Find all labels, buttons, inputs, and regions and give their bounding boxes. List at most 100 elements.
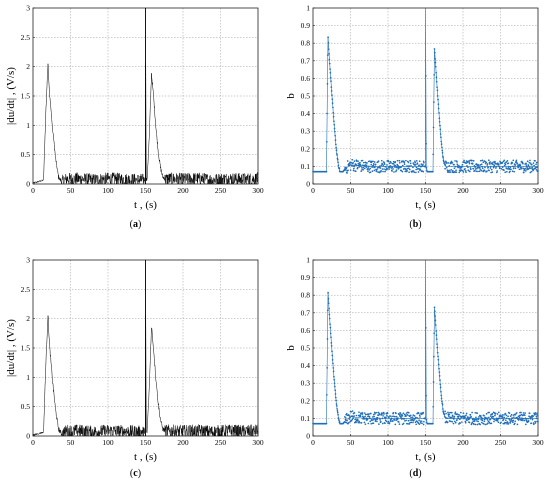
data-point: [380, 164, 383, 167]
data-point: [484, 166, 486, 169]
data-point: [353, 160, 356, 162]
data-point: [480, 418, 482, 421]
data-point: [433, 306, 436, 309]
data-point: [518, 416, 521, 419]
y-tick-label: 1.5: [21, 344, 31, 353]
data-point: [384, 170, 386, 173]
data-point: [410, 165, 412, 167]
y-axis-label: |du/dt| , (V/s): [5, 319, 17, 377]
data-point: [505, 414, 508, 417]
data-point: [437, 355, 439, 358]
data-point: [486, 417, 489, 420]
data-point: [458, 414, 461, 416]
data-point: [422, 423, 425, 426]
data-point: [406, 167, 409, 170]
data-point: [497, 163, 500, 166]
data-point: [483, 414, 485, 417]
data-point: [411, 418, 414, 421]
data-point: [535, 415, 538, 418]
data-point: [501, 417, 503, 420]
data-point: [435, 338, 438, 340]
data-point: [529, 171, 532, 174]
data-point: [451, 420, 454, 423]
data-point: [448, 169, 451, 172]
data-point: [380, 159, 383, 162]
data-point: [441, 400, 443, 403]
data-point: [403, 163, 406, 166]
data-point: [389, 165, 392, 168]
data-point: [328, 62, 331, 65]
data-point: [414, 421, 417, 424]
data-point: [333, 123, 336, 126]
data-point: [369, 167, 372, 170]
y-tick-label: 0: [306, 180, 310, 189]
data-point: [514, 413, 517, 416]
data-point: [408, 171, 410, 174]
data-point: [347, 413, 350, 416]
data-point: [373, 169, 376, 172]
data-point: [330, 86, 333, 88]
data-point: [368, 168, 371, 171]
data-point: [331, 94, 333, 96]
data-point: [361, 159, 364, 162]
data-point: [471, 159, 473, 162]
panel-b: 0 50 100 150 200 250 300 0 0.1 0.2 0.3 0.4 0.5 0.6 0.7…: [285, 4, 544, 231]
data-point: [331, 359, 334, 361]
data-point: [488, 169, 490, 172]
y-tick-label: 0.7: [301, 308, 311, 317]
data-point: [334, 393, 337, 395]
data-point: [454, 411, 457, 414]
data-point: [388, 422, 391, 424]
data-point: [533, 414, 536, 416]
data-point: [524, 170, 527, 172]
data-point: [373, 418, 376, 420]
x-tick-label: 250: [215, 186, 227, 195]
data-point: [420, 165, 422, 168]
data-point: [504, 171, 507, 174]
data-point: [511, 417, 514, 419]
y-axis-label: b: [285, 93, 297, 99]
data-point: [362, 416, 365, 419]
data-point: [337, 161, 339, 164]
x-tick-label: 300: [252, 438, 264, 447]
data-point: [395, 170, 397, 173]
data-point: [446, 417, 448, 420]
y-tick-label: 2.5: [21, 285, 31, 294]
data-point: [398, 159, 401, 162]
data-point: [349, 169, 352, 171]
data-point: [515, 412, 518, 414]
data-point: [359, 421, 361, 424]
data-point: [392, 162, 395, 165]
data-point: [442, 156, 445, 159]
data-point: [472, 160, 475, 162]
data-point: [360, 170, 363, 172]
data-point: [361, 412, 364, 414]
data-point: [330, 336, 332, 339]
y-axis-label: |du/dt| , (V/s): [5, 67, 17, 125]
data-point: [326, 112, 328, 115]
data-point: [434, 65, 437, 68]
data-point: [420, 420, 423, 423]
data-point: [423, 161, 425, 164]
data-point: [345, 166, 348, 169]
data-point: [466, 165, 468, 167]
data-point: [467, 416, 469, 418]
data-point: [473, 420, 476, 423]
data-point: [449, 411, 451, 414]
data-point: [505, 417, 508, 420]
data-point: [334, 139, 337, 142]
data-point: [332, 367, 335, 369]
data-point: [528, 167, 531, 169]
data-point: [423, 420, 425, 423]
data-point: [436, 95, 439, 97]
data-point: [355, 421, 357, 424]
data-point: [377, 171, 380, 173]
data-point: [367, 170, 369, 173]
data-point: [536, 166, 538, 169]
data-point: [394, 161, 397, 163]
data-point: [421, 165, 424, 167]
data-point: [528, 161, 531, 164]
data-point: [442, 155, 444, 158]
data-point: [454, 160, 456, 162]
data-point: [328, 313, 331, 316]
